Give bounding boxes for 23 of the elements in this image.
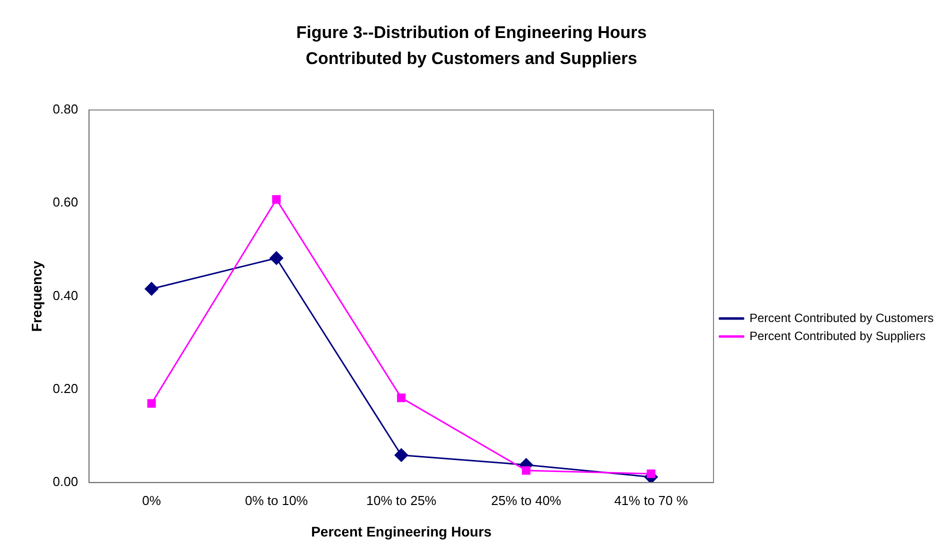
legend-label: Percent Contributed by Suppliers [750,328,926,343]
x-tick-label: 10% to 25% [366,492,437,508]
legend-label: Percent Contributed by Customers [750,310,934,325]
point [522,466,530,475]
point [394,448,408,462]
x-tick-label: 41% to 70 % [614,492,688,508]
y-tick-label: 0.60 [52,194,78,210]
y-axis-title: Frequency [28,260,44,332]
chart-title: Figure 3--Distribution of Engineering Hours Contributed by Customers and Suppliers [295,22,648,70]
point [270,251,284,265]
point [144,282,158,296]
y-tick-label: 0.00 [52,474,78,490]
point [147,399,156,408]
x-tick-label: 0% to 10% [244,492,308,508]
point [646,469,656,478]
point [397,394,406,402]
y-tick-label: 0.40 [52,288,78,303]
x-tick-label: 0% [142,492,162,508]
point [272,195,281,204]
y-tick-label: 0.20 [52,381,78,396]
y-tick-label: 0.80 [52,102,78,117]
x-axis-title: Percent Engineering Hours [311,523,492,540]
x-tick-label: 25% to 40% [491,492,562,508]
